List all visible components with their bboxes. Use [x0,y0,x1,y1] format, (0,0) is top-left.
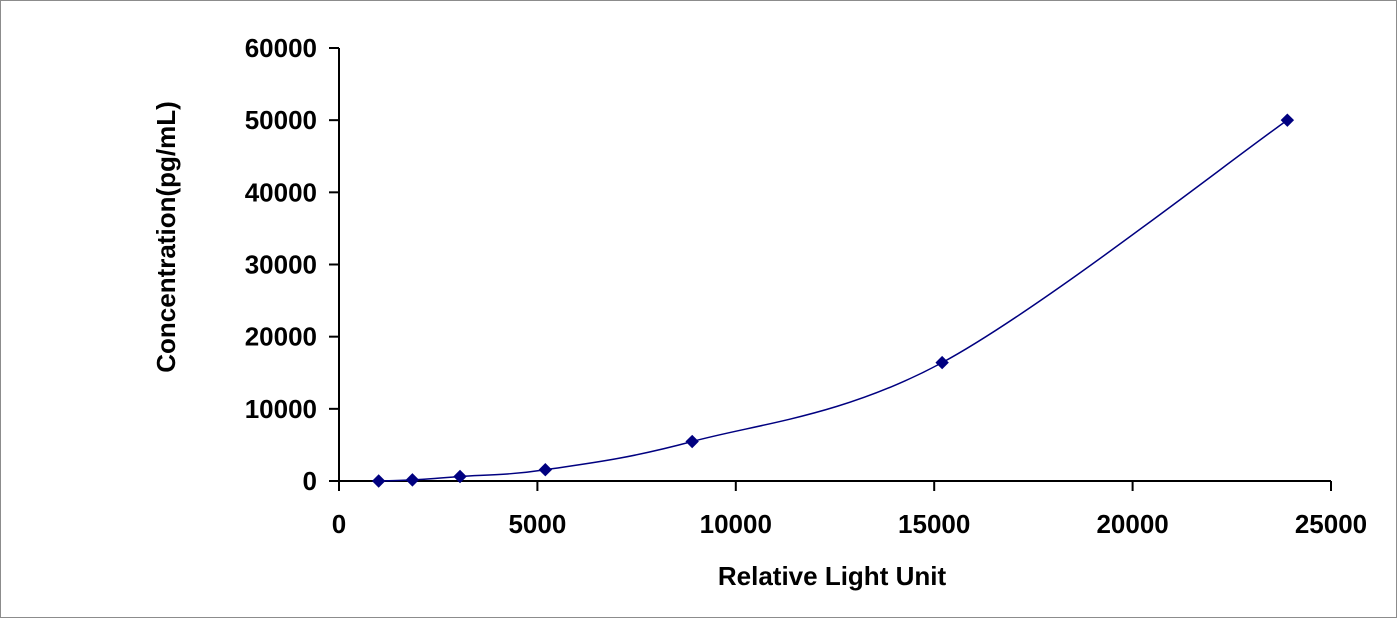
y-tick-labels: 0 10000 20000 30000 40000 50000 60000 [245,33,317,496]
data-point [685,434,699,449]
y-axis-title: Concentration(pg/mL) [151,101,181,373]
x-tick-label: 10000 [700,509,772,539]
x-tick-label: 15000 [898,509,970,539]
y-tick-label: 50000 [245,105,317,135]
series-line [378,119,1288,482]
y-tick-label: 0 [303,466,317,496]
data-point [453,469,467,484]
x-tick-labels: 0 5000 10000 15000 20000 25000 [332,509,1367,539]
axes [329,47,1332,491]
data-point [538,463,553,477]
series-group [371,113,1295,488]
y-tick-label: 60000 [245,33,317,63]
x-tick-label: 25000 [1295,509,1367,539]
data-point [935,355,949,370]
data-point [1280,113,1295,127]
x-tick-label: 5000 [508,509,566,539]
x-axis-title: Relative Light Unit [718,561,947,591]
x-tick-label: 20000 [1096,509,1168,539]
data-point [371,474,386,488]
y-tick-label: 10000 [245,394,317,424]
y-tick-label: 30000 [245,250,317,280]
y-tick-label: 40000 [245,177,317,207]
x-tick-label: 0 [332,509,346,539]
y-tick-label: 20000 [245,322,317,352]
data-point [405,473,420,487]
